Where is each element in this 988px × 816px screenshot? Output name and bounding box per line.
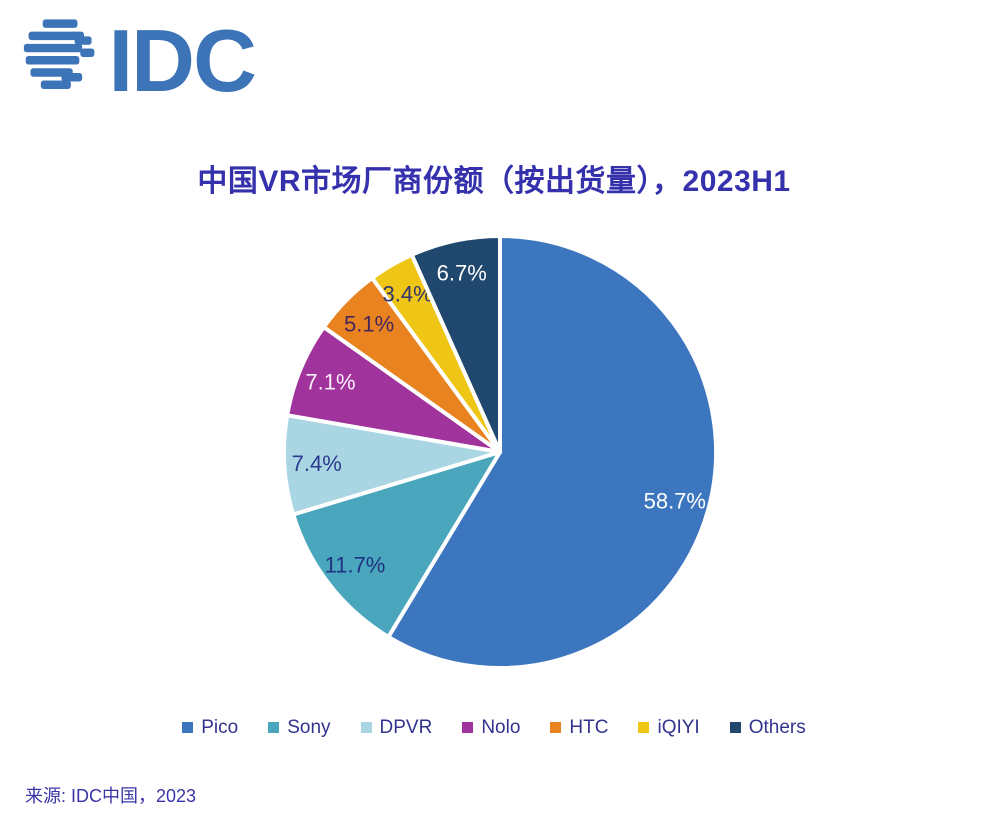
legend-label: DPVR — [379, 717, 433, 738]
pie-label-others: 6.7% — [437, 260, 487, 285]
idc-logo: IDC — [22, 10, 304, 110]
pie-label-nolo: 7.1% — [305, 370, 355, 395]
legend-label: Others — [748, 717, 806, 738]
legend-marker-icon — [729, 722, 741, 733]
legend-item-iqiyi: iQIYI — [638, 717, 700, 738]
pie-slice-others — [409, 233, 502, 454]
pie-slice-pico — [386, 234, 719, 670]
idc-globe-icon — [23, 19, 95, 89]
legend-label: Pico — [201, 717, 239, 738]
legend-marker-icon — [182, 722, 194, 733]
legend-marker-icon — [462, 722, 474, 733]
legend: Pico Sony DPVR Nolo HTC iQIYI Others — [0, 718, 988, 737]
legend-label: Sony — [287, 717, 331, 738]
chart-title: 中国VR市场厂商份额（按出货量），2023H1 — [197, 165, 791, 198]
legend-item-others: Others — [729, 717, 806, 738]
legend-label: iQIYI — [657, 717, 700, 738]
idc-logo-text: IDC — [108, 11, 255, 104]
pie-label-dpvr: 7.4% — [292, 451, 342, 476]
legend-marker-icon — [268, 722, 280, 733]
legend-item-pico: Pico — [182, 718, 238, 737]
legend-marker-icon — [638, 722, 650, 733]
pie-slice-sony — [291, 450, 502, 639]
pie-label-htc: 5.1% — [344, 311, 394, 336]
legend-marker-icon — [550, 722, 562, 733]
legend-item-dpvr: DPVR — [360, 717, 433, 738]
legend-item-htc: HTC — [550, 718, 608, 737]
legend-item-sony: Sony — [268, 717, 331, 738]
legend-label: Nolo — [481, 717, 521, 738]
pie-label-pico: 58.7% — [644, 489, 706, 514]
source-note: 来源: IDC中国，2023 — [25, 786, 197, 806]
legend-item-nolo: Nolo — [462, 718, 520, 737]
legend-marker-icon — [360, 722, 372, 733]
idc-logo-graphic: IDC — [23, 11, 257, 110]
pie-label-sony: 11.7% — [325, 553, 386, 578]
legend-label: HTC — [569, 717, 609, 738]
